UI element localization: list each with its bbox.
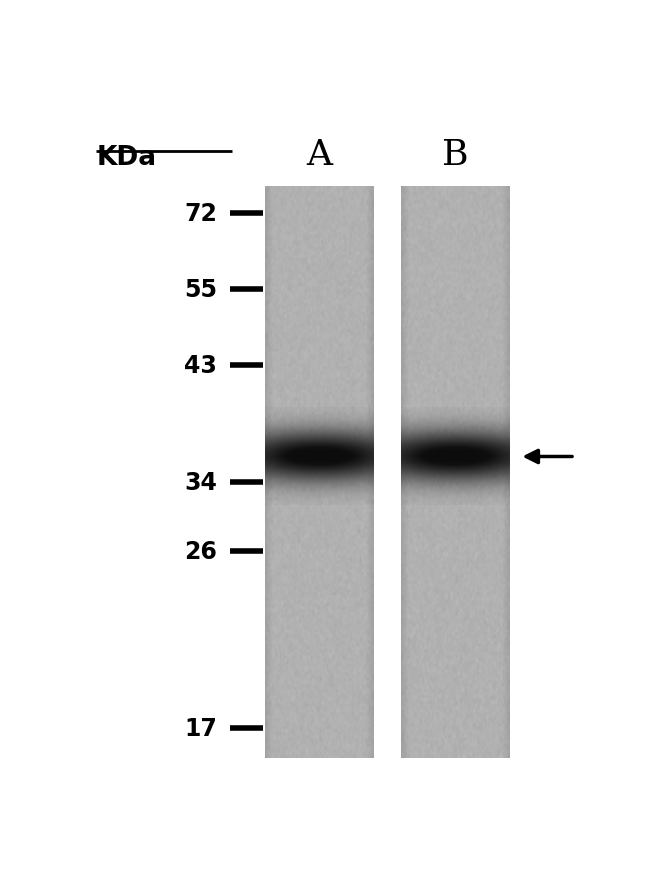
Text: KDa: KDa	[96, 145, 157, 171]
Bar	[265, 187, 373, 758]
Text: 26: 26	[185, 539, 217, 563]
Text: 55: 55	[184, 278, 217, 301]
Text: 34: 34	[185, 470, 217, 494]
Text: A: A	[307, 139, 333, 173]
Bar	[401, 187, 510, 758]
Text: 43: 43	[185, 353, 217, 377]
Text: B: B	[442, 139, 469, 173]
Text: 72: 72	[185, 202, 217, 226]
Text: 17: 17	[185, 716, 217, 740]
